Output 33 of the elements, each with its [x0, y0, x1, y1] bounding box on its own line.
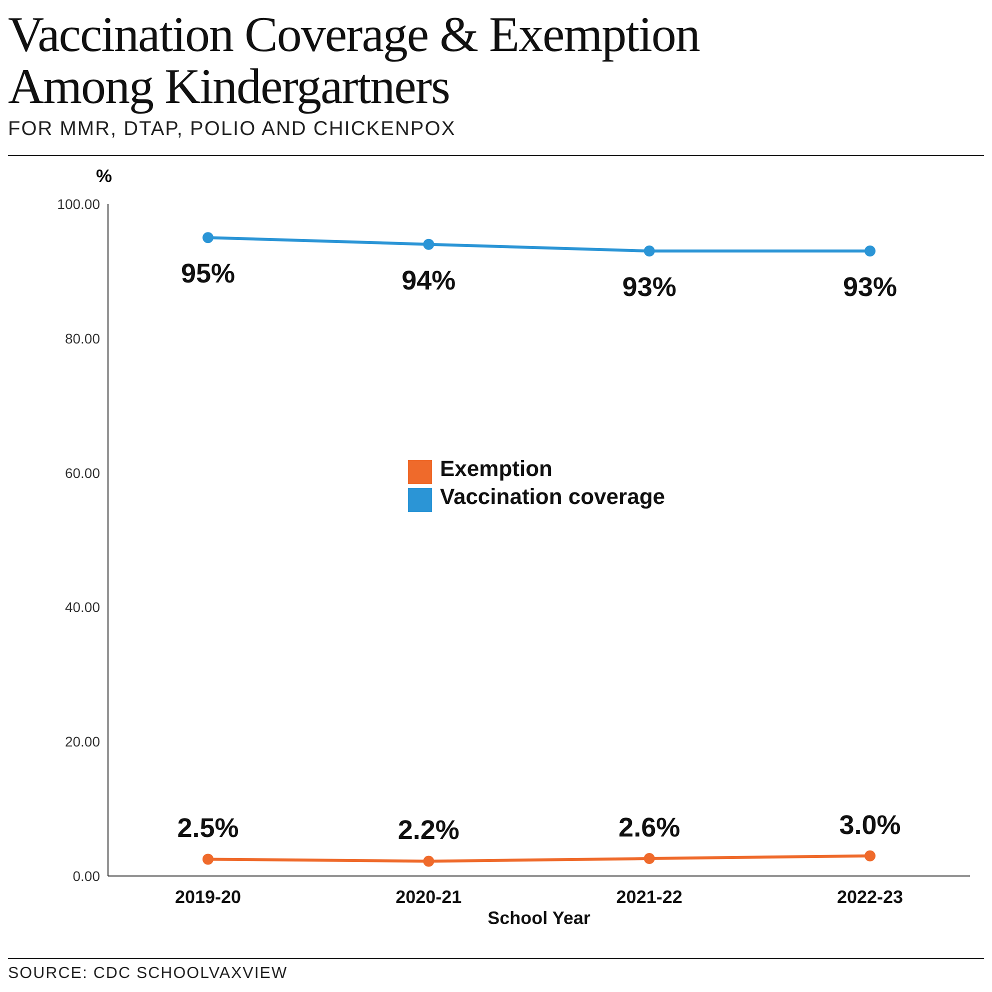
legend-label: Exemption [440, 456, 552, 481]
y-tick-label: 40.00 [64, 599, 100, 616]
x-tick-label: 2021-22 [616, 886, 682, 907]
point [644, 246, 655, 257]
point [202, 232, 214, 244]
chart-subtitle: FOR MMR, DTAP, POLIO AND CHICKENPOX [8, 118, 457, 141]
y-tick-label: 0.00 [72, 868, 100, 884]
data-label: 2.5% [177, 813, 239, 844]
point [864, 850, 876, 862]
x-tick-label: 2019-20 [174, 886, 242, 907]
y-tick-label: 60.00 [64, 464, 100, 481]
y-tick-label: 80.00 [64, 330, 100, 346]
point [864, 246, 876, 257]
x-axis-title: School Year [488, 908, 590, 928]
x-tick-label: 2020-21 [396, 886, 462, 907]
y-tick-label: 20.00 [64, 734, 100, 750]
point [644, 853, 655, 864]
point [423, 238, 434, 250]
x-tick-label: 2022-23 [836, 886, 904, 907]
y-tick-label: 100.00 [57, 196, 100, 212]
chart-title: Vaccination Coverage & Exemption Among Kindergartners [8, 6, 701, 114]
data-label: 95% [180, 258, 236, 289]
data-label: 2.2% [398, 815, 460, 846]
data-label: 3.0% [839, 810, 901, 840]
data-label: 93% [622, 272, 676, 302]
source-note: SOURCE: CDC SCHOOLVAXVIEW [8, 965, 289, 983]
data-label: 94% [402, 265, 456, 296]
legend-label: Vaccination coverage [440, 484, 665, 509]
point [423, 856, 434, 867]
data-label: 93% [842, 272, 898, 302]
data-label: 2.6% [618, 812, 680, 843]
point [202, 854, 214, 865]
y-axis-title: % [96, 166, 112, 187]
